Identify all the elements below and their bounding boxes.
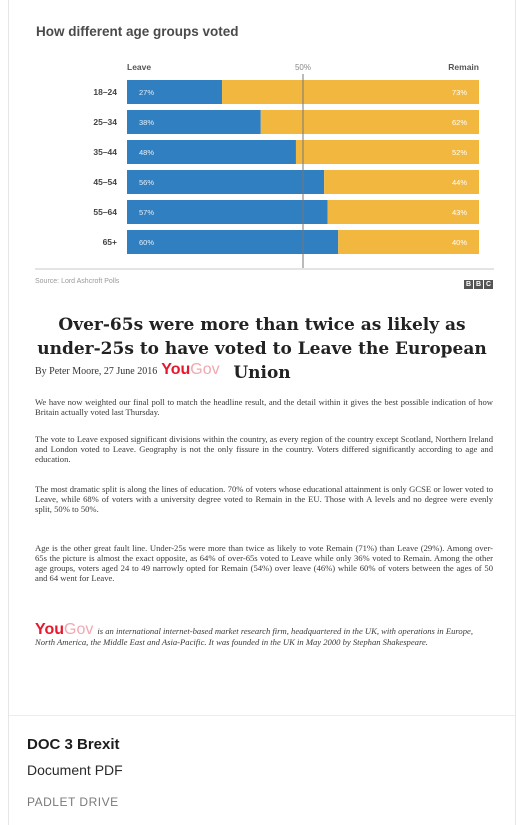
bar-leave (127, 80, 223, 104)
article-paragraph: We have now weighted our final poll to m… (35, 397, 493, 417)
data-label-leave: 60% (139, 238, 154, 247)
category-label: 25–34 (93, 117, 117, 127)
yougov-logo: YouGov (35, 621, 94, 638)
document-preview[interactable]: How different age groups voted Leave Rema… (9, 0, 515, 715)
bar-remain (222, 80, 480, 104)
padlet-card[interactable]: How different age groups voted Leave Rema… (8, 0, 516, 825)
data-label-leave: 56% (139, 178, 154, 187)
bar-leave (127, 230, 339, 254)
bar-remain (295, 140, 479, 164)
data-label-leave: 48% (139, 148, 154, 157)
yougov-logo: YouGov (161, 361, 220, 378)
legend-leave: Leave (127, 62, 151, 72)
age-vote-chart: Leave Remain 50% 18–24 27% 73% 25–34 38% 62% 35–4… (35, 62, 494, 270)
chart-title: How different age groups voted (36, 24, 239, 39)
bar-leave (127, 110, 261, 134)
card-divider (9, 715, 515, 716)
data-label-remain: 73% (452, 88, 467, 97)
category-label: 55–64 (93, 207, 117, 217)
data-label-remain: 62% (452, 118, 467, 127)
category-label: 35–44 (93, 147, 117, 157)
article-headline: Over-65s were more than twice as likely … (37, 315, 487, 383)
byline-text: By Peter Moore, 27 June 2016 (35, 366, 158, 377)
yougov-about: YouGov is an international internet-based… (35, 621, 473, 648)
data-label-leave: 27% (139, 88, 154, 97)
category-label: 45–54 (93, 177, 117, 187)
article-paragraph: The most dramatic split is along the lin… (35, 484, 493, 514)
card-source: PADLET DRIVE (27, 795, 119, 809)
card-title[interactable]: DOC 3 Brexit (27, 736, 120, 753)
bar-leave (127, 200, 328, 224)
legend-remain: Remain (448, 62, 479, 72)
category-label: 18–24 (93, 87, 117, 97)
article-byline: By Peter Moore, 27 June 2016 YouGov (35, 361, 220, 379)
midline-label: 50% (295, 63, 311, 72)
data-label-leave: 57% (139, 208, 154, 217)
data-label-remain: 40% (452, 238, 467, 247)
data-label-remain: 52% (452, 148, 467, 157)
data-label-remain: 44% (452, 178, 467, 187)
article-paragraph: The vote to Leave exposed significant di… (35, 434, 493, 464)
bar-remain (327, 200, 479, 224)
card-subtitle: Document PDF (27, 762, 123, 778)
article-paragraph: Age is the other great fault line. Under… (35, 543, 493, 583)
chart-source: Source: Lord Ashcroft Polls (35, 278, 120, 285)
bar-remain (260, 110, 479, 134)
bar-leave (127, 140, 296, 164)
category-label: 65+ (103, 237, 117, 247)
data-label-leave: 38% (139, 118, 154, 127)
bar-leave (127, 170, 325, 194)
bar-remain (338, 230, 479, 254)
data-label-remain: 43% (452, 208, 467, 217)
bar-remain (324, 170, 479, 194)
